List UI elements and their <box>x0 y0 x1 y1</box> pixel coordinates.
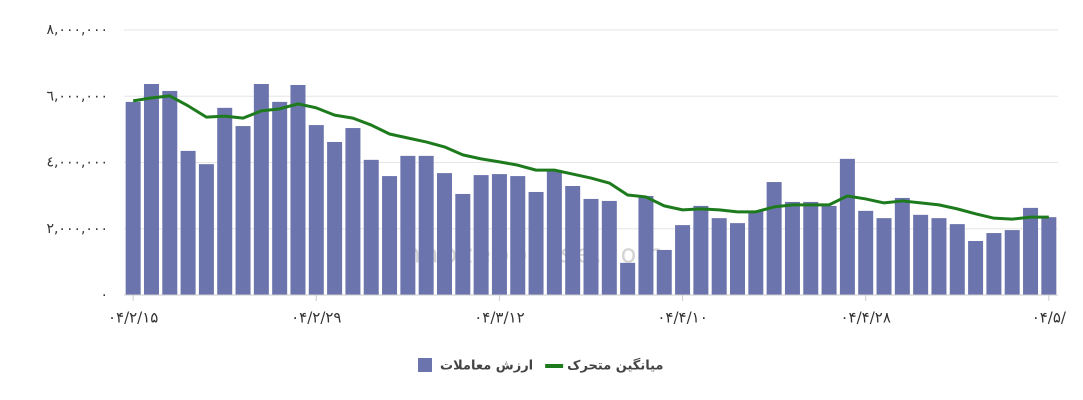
x-tick-label: ۰۴/۴/۲۸ <box>841 309 891 327</box>
bar <box>125 101 141 295</box>
bar <box>583 198 599 295</box>
bar <box>290 84 306 295</box>
bar <box>382 176 398 295</box>
bar <box>491 174 507 295</box>
bar <box>803 201 819 295</box>
x-tick-label: ۰۴/۴/۱۰ <box>657 309 707 327</box>
moving-average-line <box>132 94 1049 221</box>
bar <box>180 150 196 295</box>
bar <box>839 158 855 295</box>
bar <box>455 193 471 295</box>
bar <box>418 155 434 295</box>
bar <box>766 182 782 295</box>
bar <box>235 126 251 295</box>
x-tick-label: ۰۴/۵/ <box>1032 309 1067 327</box>
bar <box>565 186 581 295</box>
bar <box>656 249 672 295</box>
y-tick-label: ٠ <box>100 287 108 303</box>
bar <box>308 125 324 295</box>
bar <box>913 214 929 295</box>
bar <box>546 170 562 295</box>
bar <box>363 159 379 295</box>
legend-label: ارزش معاملات <box>440 359 533 374</box>
y-tick-label: ٤,٠٠٠,٠٠٠ <box>46 155 108 171</box>
bar <box>253 83 269 296</box>
bar <box>198 164 214 295</box>
y-tick-label: ٦,٠٠٠,٠٠٠ <box>46 88 108 104</box>
legend-marker <box>418 358 432 372</box>
bar <box>620 262 636 295</box>
bar <box>693 205 709 295</box>
bar <box>272 101 288 295</box>
bar <box>400 155 416 295</box>
bar <box>1041 217 1057 295</box>
bar <box>327 141 343 295</box>
y-tick-label: ٢,٠٠٠,٠٠٠ <box>46 221 108 237</box>
x-tick-label: ۰۴/۲/۱۵ <box>108 309 158 327</box>
bar <box>528 191 544 295</box>
bar <box>436 173 452 295</box>
bar <box>345 128 361 295</box>
bar <box>986 233 1002 295</box>
legend-label: میانگین متحرک <box>567 358 663 374</box>
bar <box>949 224 965 295</box>
bar <box>143 83 159 296</box>
bar <box>162 90 178 295</box>
bar <box>876 218 892 295</box>
bar <box>1023 207 1039 295</box>
bar <box>858 210 874 295</box>
bar <box>711 218 727 295</box>
bar <box>748 210 764 295</box>
bar <box>1004 230 1020 295</box>
x-tick-label: ۰۴/۲/۲۹ <box>291 309 341 327</box>
bar <box>894 197 910 295</box>
bar <box>730 223 746 295</box>
bar <box>675 225 691 295</box>
bar <box>510 176 526 295</box>
x-tick-label: ۰۴/۳/۱۲ <box>474 309 524 327</box>
y-tick-label: ٨,٠٠٠,٠٠٠ <box>46 22 108 38</box>
bar <box>784 201 800 295</box>
bar <box>638 195 654 295</box>
bar <box>601 200 617 295</box>
bar <box>821 205 837 295</box>
bar <box>473 175 489 295</box>
bar <box>217 107 233 295</box>
bar <box>968 241 984 295</box>
bar <box>931 218 947 295</box>
